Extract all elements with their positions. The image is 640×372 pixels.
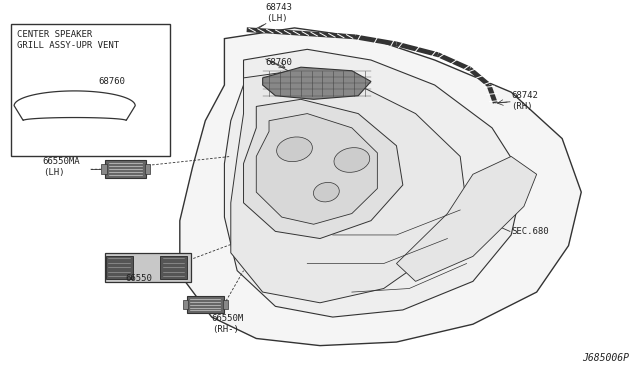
FancyBboxPatch shape — [106, 256, 132, 279]
Text: SEC.680: SEC.680 — [511, 227, 548, 236]
Text: 66550MA
(LH): 66550MA (LH) — [43, 157, 81, 177]
Polygon shape — [180, 28, 581, 346]
Polygon shape — [244, 99, 403, 238]
FancyBboxPatch shape — [160, 256, 187, 279]
Ellipse shape — [334, 148, 370, 172]
Ellipse shape — [314, 182, 339, 202]
FancyBboxPatch shape — [145, 164, 150, 174]
Polygon shape — [225, 49, 524, 317]
FancyBboxPatch shape — [223, 300, 228, 310]
Text: 68742
(RH): 68742 (RH) — [511, 92, 538, 111]
Text: CENTER SPEAKER
GRILL ASSY-UPR VENT: CENTER SPEAKER GRILL ASSY-UPR VENT — [17, 30, 120, 51]
Polygon shape — [256, 113, 378, 224]
FancyBboxPatch shape — [186, 296, 224, 313]
Text: 66550: 66550 — [125, 274, 152, 283]
Text: J685006P: J685006P — [582, 353, 629, 363]
Polygon shape — [396, 156, 537, 281]
Text: 66550M
(RH-): 66550M (RH-) — [212, 314, 244, 334]
Ellipse shape — [276, 137, 312, 161]
FancyBboxPatch shape — [105, 160, 146, 178]
Polygon shape — [262, 67, 371, 99]
Polygon shape — [231, 71, 467, 303]
Text: 68760: 68760 — [266, 58, 292, 67]
Polygon shape — [14, 91, 135, 121]
Text: 68743
(LH): 68743 (LH) — [266, 3, 292, 23]
FancyBboxPatch shape — [101, 164, 106, 174]
FancyBboxPatch shape — [182, 300, 188, 310]
FancyBboxPatch shape — [104, 253, 191, 282]
FancyBboxPatch shape — [11, 24, 170, 156]
Text: 68760: 68760 — [99, 77, 125, 86]
